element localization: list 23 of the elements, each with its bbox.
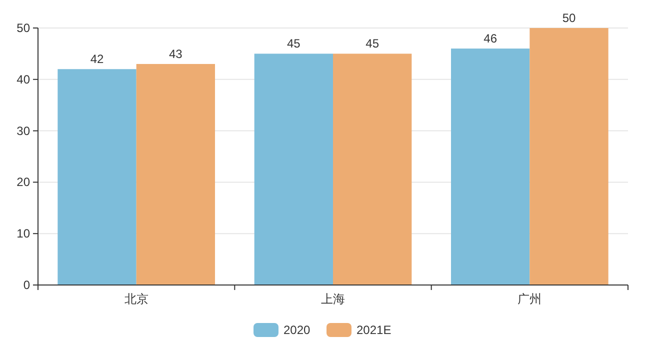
data-label: 45 bbox=[286, 36, 301, 51]
data-label: 42 bbox=[90, 52, 104, 66]
y-tick-label: 40 bbox=[16, 72, 30, 86]
legend-label: 2021E bbox=[356, 323, 392, 337]
data-label: 43 bbox=[168, 46, 183, 61]
bar bbox=[530, 28, 608, 285]
x-tick-label: 广州 bbox=[518, 292, 542, 306]
bar bbox=[333, 54, 412, 285]
bar bbox=[451, 48, 530, 285]
legend-label: 2020 bbox=[284, 323, 311, 337]
data-label: 50 bbox=[562, 11, 576, 25]
y-tick-label: 50 bbox=[16, 21, 30, 35]
x-tick-label: 上海 bbox=[321, 292, 345, 306]
bar bbox=[254, 54, 333, 285]
y-tick-label: 0 bbox=[23, 278, 30, 292]
bar bbox=[58, 69, 136, 285]
x-tick-label: 北京 bbox=[124, 292, 148, 306]
y-tick-label: 10 bbox=[16, 226, 30, 241]
y-tick-label: 30 bbox=[16, 124, 30, 138]
data-label: 46 bbox=[484, 32, 498, 46]
data-label: 45 bbox=[366, 36, 380, 51]
bar bbox=[136, 64, 215, 285]
y-tick-label: 20 bbox=[16, 175, 30, 190]
